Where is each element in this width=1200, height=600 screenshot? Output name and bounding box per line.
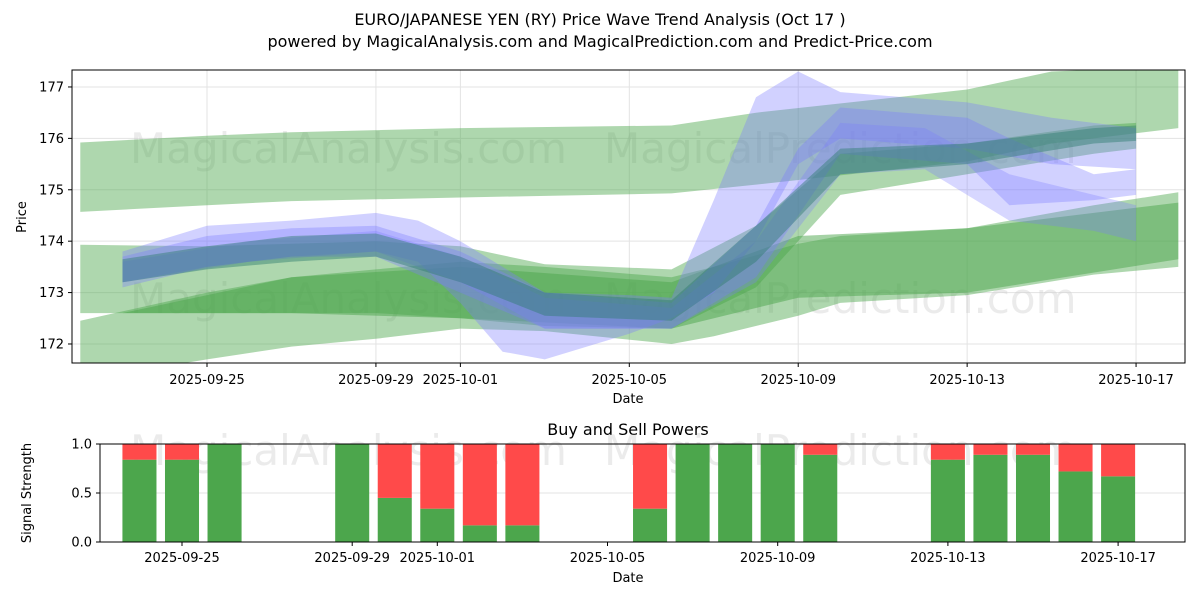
buy-bar	[462, 525, 497, 542]
buy-bar	[1101, 476, 1136, 542]
x-tick-label: 2025-10-17	[1098, 373, 1174, 388]
price-x-ticks: 2025-09-25 2025-09-29 2025-10-01 2025-10-05…	[169, 363, 1174, 388]
sell-bar	[420, 444, 455, 509]
band-upper-green-band	[80, 70, 1179, 212]
sell-bar	[803, 444, 838, 455]
x-tick-label: 2025-10-01	[423, 373, 499, 388]
buy-bar	[973, 454, 1008, 542]
x-tick-label: 2025-09-29	[314, 551, 390, 566]
buy-bar	[207, 444, 242, 542]
y-tick-label: 0.0	[71, 536, 92, 551]
price-chart: MagicalAnalysis.com MagicalPrediction.co…	[15, 69, 1186, 407]
buy-bar	[164, 459, 200, 542]
sell-bar	[1101, 444, 1136, 477]
y-tick-label: 174	[39, 235, 64, 250]
x-tick-label: 2025-10-09	[760, 373, 836, 388]
x-tick-label: 2025-10-17	[1080, 551, 1156, 566]
price-y-label: Price	[15, 201, 30, 233]
x-tick-label: 2025-09-25	[169, 373, 245, 388]
x-tick-label: 2025-09-29	[338, 373, 414, 388]
y-tick-label: 175	[39, 183, 64, 198]
sell-bar	[1058, 444, 1093, 472]
buy-bar	[335, 444, 370, 542]
sell-bar	[1015, 444, 1051, 455]
x-tick-label: 2025-09-25	[144, 551, 220, 566]
x-tick-label: 2025-10-13	[910, 551, 986, 566]
x-tick-label: 2025-10-01	[400, 551, 476, 566]
buy-bar	[930, 459, 965, 542]
sell-bar	[462, 444, 497, 526]
buy-bar	[1058, 471, 1093, 542]
buy-bar	[122, 459, 157, 542]
buy-bar	[718, 444, 753, 542]
price-x-label: Date	[612, 392, 643, 407]
x-tick-label: 2025-10-05	[570, 551, 646, 566]
sell-bar	[973, 444, 1008, 455]
buy-bar	[675, 444, 710, 542]
price-y-ticks: 172 173 174 175 176 177	[39, 80, 72, 352]
band-lower-green-band-dark	[122, 202, 1179, 329]
signal-bars	[122, 444, 1136, 542]
signal-chart: Buy and Sell Powers MagicalAnalysis.com …	[20, 420, 1186, 586]
chart-subtitle: powered by MagicalAnalysis.com and Magic…	[267, 32, 932, 51]
y-tick-label: 173	[39, 286, 64, 301]
buy-bar	[633, 508, 668, 542]
buy-bar	[803, 454, 838, 542]
band-teal-core-wave	[122, 125, 1137, 321]
sell-bar	[930, 444, 965, 460]
buy-bar	[377, 497, 412, 542]
buy-bar	[1015, 454, 1051, 542]
sell-bar	[122, 444, 157, 460]
signal-y-label: Signal Strength	[20, 443, 35, 543]
sell-bar	[505, 444, 540, 526]
y-tick-label: 172	[39, 337, 64, 352]
chart-title: EURO/JAPANESE YEN (RY) Price Wave Trend …	[354, 10, 845, 29]
watermark: MagicalAnalysis.com	[130, 124, 567, 173]
y-tick-label: 176	[39, 132, 64, 147]
signal-x-label: Date	[612, 571, 643, 586]
price-axes-frame	[71, 69, 1186, 364]
band-blue-wave-1	[122, 71, 1137, 360]
x-tick-label: 2025-10-05	[592, 373, 668, 388]
signal-y-ticks: 0.0 0.5 1.0	[71, 438, 100, 551]
y-tick-label: 177	[39, 80, 64, 95]
sell-bar	[633, 444, 668, 509]
sell-bar	[164, 444, 200, 460]
price-bands	[80, 70, 1179, 363]
watermark: MagicalPrediction.com	[604, 124, 1077, 173]
y-tick-label: 1.0	[71, 438, 92, 453]
x-tick-label: 2025-10-13	[929, 373, 1005, 388]
signal-chart-title: Buy and Sell Powers	[547, 420, 709, 439]
buy-bar	[420, 508, 455, 542]
sell-bar	[377, 444, 412, 498]
buy-bar	[760, 444, 795, 542]
x-tick-label: 2025-10-09	[740, 551, 816, 566]
y-tick-label: 0.5	[71, 487, 92, 502]
signal-x-ticks: 2025-09-25 2025-09-29 2025-10-01 2025-10-05…	[144, 542, 1156, 566]
buy-bar	[505, 525, 540, 542]
